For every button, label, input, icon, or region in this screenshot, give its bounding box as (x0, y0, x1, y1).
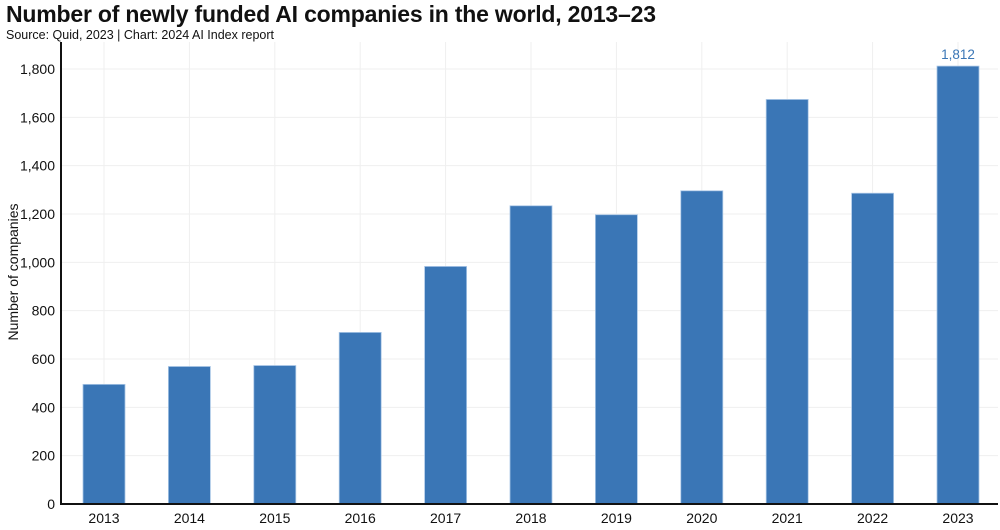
x-tick-label: 2023 (942, 510, 973, 526)
x-tick-label: 2018 (515, 510, 546, 526)
chart-title: Number of newly funded AI companies in t… (6, 1, 656, 27)
bar-2015 (253, 365, 297, 505)
labels: 0 200 400 600 800 1,000 1,200 1,400 1,600 1,800 20… (20, 47, 975, 526)
y-tick-label: 1,200 (20, 206, 55, 222)
y-tick-label: 1,400 (20, 158, 55, 174)
bar-2017 (424, 266, 468, 505)
bar-2019 (595, 214, 638, 505)
y-axis-title: Number of companies (5, 204, 21, 341)
y-tick-label: 600 (32, 351, 56, 367)
y-tick-label: 1,600 (20, 109, 55, 125)
x-tick-label: 2015 (259, 510, 290, 526)
x-tick-label: 2013 (88, 510, 119, 526)
bar-2023 (936, 65, 980, 505)
x-tick-label: 2020 (686, 510, 717, 526)
bar-2014 (167, 366, 211, 505)
bar-2018 (509, 205, 553, 505)
bar-2013 (82, 383, 126, 505)
axes (60, 42, 998, 505)
bars (82, 65, 980, 505)
y-tick-label: 400 (32, 399, 56, 415)
y-tick-label: 1,000 (20, 254, 55, 270)
data-label-2023: 1,812 (941, 47, 975, 62)
bar-2021 (765, 99, 809, 505)
chart-subtitle: Source: Quid, 2023 | Chart: 2024 AI Inde… (6, 28, 274, 42)
y-tick-label: 1,800 (20, 61, 55, 77)
y-tick-label: 800 (32, 303, 56, 319)
x-tick-label: 2017 (430, 510, 461, 526)
x-tick-label: 2016 (345, 510, 376, 526)
x-tick-label: 2022 (857, 510, 888, 526)
y-tick-label: 200 (32, 448, 56, 464)
bar-2016 (338, 332, 382, 505)
bar-2022 (851, 192, 894, 505)
bar-2020 (680, 190, 724, 505)
x-tick-label: 2021 (772, 510, 803, 526)
y-tick-label: 0 (47, 496, 55, 512)
x-tick-label: 2019 (601, 510, 632, 526)
x-tick-label: 2014 (174, 510, 205, 526)
